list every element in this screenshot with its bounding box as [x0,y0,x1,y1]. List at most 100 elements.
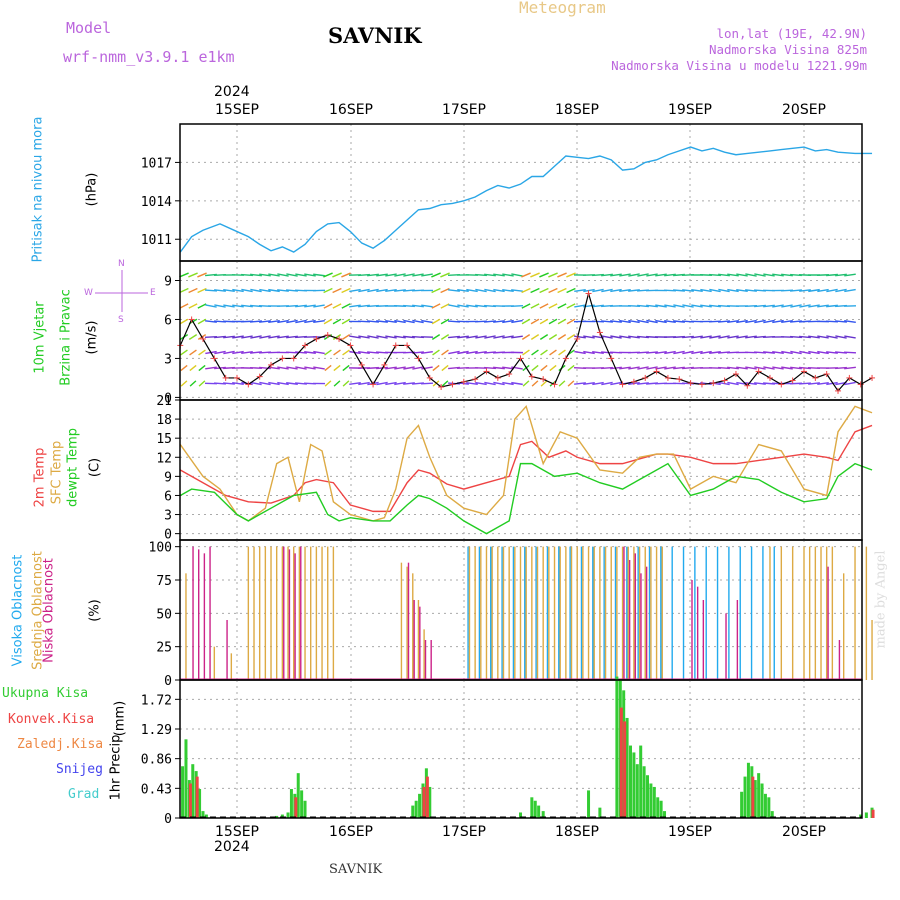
temperature-ytick-label: 18 [156,413,172,428]
wind-arrow [412,366,424,370]
wind-arrow [259,320,271,323]
wind-arrow [772,319,784,324]
compass-s-label: S [118,315,124,325]
precip-bar [411,805,415,818]
wind-arrow [619,335,631,339]
wind-arrow [566,272,576,278]
wind-arrow [180,364,188,372]
wind-arrow [367,351,379,354]
top-date-label: 16SEP [329,102,373,118]
wind-arrow [323,272,333,278]
wind-arrow [441,380,449,387]
wind-arrow [277,273,289,277]
pressure-ytick-label: 1014 [141,195,172,210]
wind-arrow [610,335,622,339]
precip-bar [541,811,545,818]
wind-arrow [567,380,575,387]
footer-station: SAVNIK [329,862,383,877]
wind-arrow [835,288,847,293]
wind-arrow [448,304,460,308]
wind-arrow [448,289,460,292]
wind-arrow [313,319,325,324]
wind-arrow [241,351,253,354]
wind-arrow [601,320,613,323]
wind-arrow [530,287,540,294]
wind-arrow [548,334,558,340]
wind-arrow [493,273,505,277]
top-year-label: 2024 [214,84,250,100]
wind-arrow [324,380,332,387]
wind-arrow [341,334,351,340]
wind-arrow [772,351,784,354]
wind-arrow [367,366,379,370]
wind-arrow [637,335,649,339]
compass-w-label: W [84,288,93,298]
wind-arrow [574,382,586,385]
wind-arrow [745,366,757,370]
wind-arrow [484,351,496,354]
wind-arrow [286,273,298,277]
wind-arrow [530,318,540,325]
wind-arrow [214,382,226,385]
wind-arrow [610,273,622,277]
wind-arrow [341,287,351,294]
wind-arrow [502,335,514,339]
wind-arrow [655,304,667,308]
wind-arrow [250,335,262,339]
precip-bar [294,797,298,818]
wind-arrow [574,288,586,293]
wind-arrow [574,350,586,355]
precip-bar [639,745,643,818]
wind-arrow [727,381,739,386]
wind-arrow [557,287,567,294]
wind-arrow [844,320,856,323]
wind-arrow [421,319,433,324]
precip-bar [746,762,750,818]
temperature-ytick-label: 6 [164,489,172,504]
wind-arrow [475,335,487,339]
precip-bar [184,739,188,818]
precip-bar [289,789,293,818]
precip-bar [864,812,868,818]
precip-bar [198,789,202,818]
wind-arrow [341,303,351,309]
wind-arrow [214,335,226,339]
wind-arrow [772,273,784,277]
wind-arrow [790,335,802,339]
precip-bar [656,797,660,818]
wind-arrow [431,334,441,340]
wind-arrow [531,349,539,356]
wind-arrow [323,318,333,325]
wind-arrow [376,381,388,386]
wind-arrow [333,380,341,387]
wind-arrow [295,273,307,277]
wind-arrow [558,349,566,356]
wind-arrow [250,351,262,354]
wind-arrow [475,273,487,277]
precip-bar [598,807,602,818]
wind-arrow [198,349,206,356]
wind-arrow [844,335,856,339]
wind-arrow [763,319,775,324]
wind-arrow [557,318,567,325]
wind-arrow [342,364,350,372]
wind-arrow [709,335,721,339]
wind-arrow [844,288,856,293]
wind-arrow [826,288,838,293]
temperature-series-2 [179,462,873,535]
wind-arrow [457,288,469,293]
wind-arrow [826,351,838,354]
wind-arrow [601,273,613,277]
wind-arrow [475,381,487,386]
precip-bar [280,814,284,818]
wind-arrow [718,381,730,386]
wind-arrow [214,304,226,308]
wind-arrow [664,273,676,277]
pressure-series-0 [179,146,873,253]
wind-arrow [610,320,622,323]
wind-arrow [385,366,397,370]
wind-arrow [241,304,253,308]
wind-arrow [664,304,676,308]
wind-arrow [700,335,712,339]
wind-arrow [763,273,775,277]
